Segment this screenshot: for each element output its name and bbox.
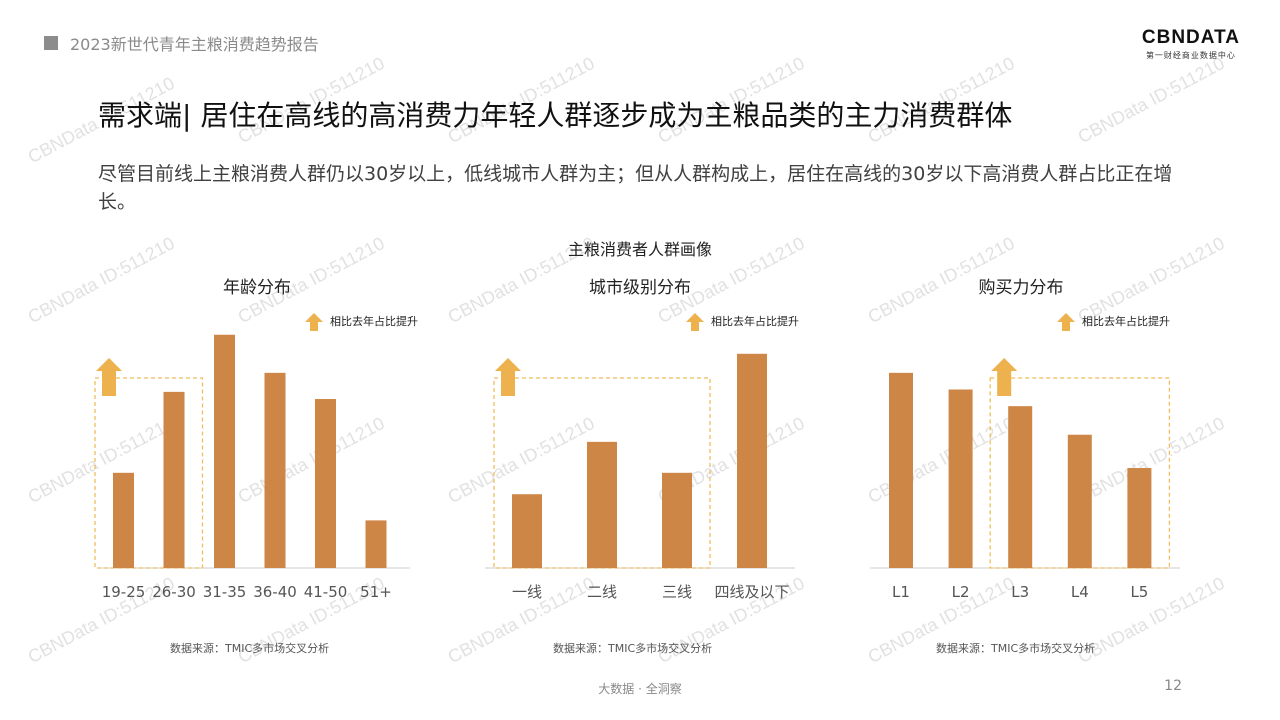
tick-label: L1 — [892, 583, 910, 601]
legend-note-label: 相比去年占比提升 — [330, 315, 418, 328]
tick-label: 41-50 — [304, 583, 348, 601]
bar-四线及以下 — [737, 353, 767, 568]
chart-title-purchasing: 购买力分布 — [978, 278, 1064, 298]
bar-36-40 — [264, 372, 286, 568]
tick-label: 四线及以下 — [714, 583, 789, 601]
bar-L1 — [889, 372, 913, 568]
tick-label: L2 — [952, 583, 970, 601]
bar-51+ — [365, 520, 387, 568]
chart-title-city: 城市级别分布 — [589, 278, 691, 298]
bar-26-30 — [163, 391, 185, 568]
up-arrow-icon — [1057, 313, 1075, 331]
highlight-box — [94, 377, 204, 569]
header-square-icon — [44, 36, 58, 50]
tick-label: L5 — [1130, 583, 1148, 601]
up-arrow-icon — [686, 313, 704, 331]
tick-label: 三线 — [662, 583, 692, 601]
slide-title: 需求端| 居住在高线的高消费力年轻人群逐步成为主粮品类的主力消费群体 — [98, 99, 1013, 132]
panel-title: 主粮消费者人群画像 — [567, 240, 712, 259]
tick-label: L3 — [1011, 583, 1029, 601]
footer-slogan: 大数据 · 全洞察 — [598, 682, 682, 696]
tick-label: 51+ — [360, 583, 392, 601]
city-tier-distribution-chart: 一线 二线 三线 四线及以下 — [485, 353, 795, 601]
bar-三线 — [662, 472, 692, 568]
tick-label: 二线 — [587, 583, 617, 601]
bar-31-35 — [214, 334, 235, 568]
slide-subtitle: 尽管目前线上主粮消费人群仍以30岁以上，低线城市人群为主；但从人群构成上，居住在… — [98, 163, 1173, 213]
bar-L3 — [1008, 406, 1033, 568]
tick-label: 36-40 — [253, 583, 297, 601]
report-title: 2023新世代青年主粮消费趋势报告 — [70, 35, 319, 54]
up-arrow-icon — [991, 358, 1018, 396]
logo-name: CBNDATA — [1141, 27, 1240, 48]
bar-二线 — [587, 441, 617, 568]
legend-note-age: 相比去年占比提升 — [304, 312, 418, 332]
page-number: 12 — [1164, 678, 1182, 694]
bar-L2 — [948, 389, 973, 568]
tick-label: 19-25 — [102, 583, 146, 601]
data-source-purchasing: 数据来源：TMIC多市场交叉分析 — [936, 642, 1096, 655]
up-arrow-icon — [305, 313, 323, 331]
data-source-city: 数据来源：TMIC多市场交叉分析 — [553, 642, 713, 655]
tick-label: L4 — [1071, 583, 1089, 601]
bar-L5 — [1127, 468, 1152, 568]
watermark-text: CBNData ID:511210 — [1074, 53, 1228, 148]
tick-label: 26-30 — [152, 583, 196, 601]
brand-logo: CBNDATA 第一财经商业数据中心 — [1142, 28, 1240, 61]
legend-note-city: 相比去年占比提升 — [685, 312, 799, 332]
chart-title-age: 年龄分布 — [223, 278, 291, 298]
bar-19-25 — [113, 472, 134, 568]
bar-一线 — [512, 494, 542, 568]
bar-L4 — [1067, 434, 1092, 568]
bar-41-50 — [315, 399, 336, 568]
legend-note-label: 相比去年占比提升 — [711, 315, 799, 328]
data-source-age: 数据来源：TMIC多市场交叉分析 — [170, 642, 330, 655]
up-arrow-icon — [495, 358, 521, 396]
up-arrow-icon — [96, 358, 122, 396]
tick-label: 一线 — [512, 583, 542, 601]
tick-label: 31-35 — [203, 583, 247, 601]
logo-tagline: 第一财经商业数据中心 — [1145, 51, 1236, 60]
age-distribution-chart: 19-25 26-30 31-35 36-40 41-50 51+ — [94, 334, 410, 601]
purchasing-power-distribution-chart: L1 L2 L3 L4 L5 — [870, 358, 1180, 601]
legend-note-purchasing: 相比去年占比提升 — [1056, 312, 1170, 332]
legend-note-label: 相比去年占比提升 — [1082, 315, 1170, 328]
